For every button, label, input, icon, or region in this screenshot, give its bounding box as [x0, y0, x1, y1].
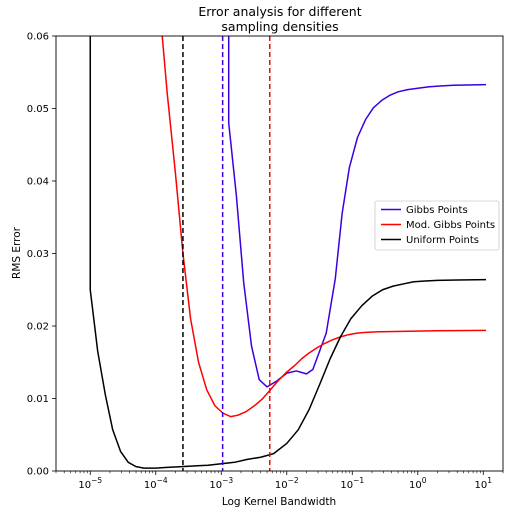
- y-tick-label-4: 0.04: [27, 177, 49, 188]
- x-tick-label-4: 10−1: [340, 476, 364, 491]
- legend: Gibbs Points Mod. Gibbs Points Uniform P…: [374, 200, 500, 251]
- x-axis-label: Log Kernel Bandwidth: [222, 496, 336, 508]
- x-axis: 10−5 10−4 10−3 10−2 10−1 100 101: [55, 471, 504, 491]
- legend-box: [374, 200, 500, 251]
- y-tick-label-6: 0.06: [27, 32, 49, 43]
- y-tick-label-1: 0.01: [27, 394, 49, 405]
- y-tick-label-2: 0.02: [27, 322, 49, 333]
- x-tick-label-6: 101: [475, 476, 493, 491]
- series-line-2: [89, 36, 486, 469]
- legend-label-gibbs: Gibbs Points: [406, 205, 468, 216]
- x-tick-label-3: 10−2: [275, 476, 299, 491]
- series-line-1: [161, 36, 486, 418]
- x-tick-label-1: 10−4: [144, 476, 168, 491]
- legend-label-uniform: Uniform Points: [406, 235, 479, 246]
- y-axis: 0.00 0.01 0.02 0.03 0.04 0.05 0.06: [27, 32, 56, 478]
- series-layer: [89, 36, 487, 469]
- chart-title-line-1: Error analysis for different: [198, 4, 361, 19]
- x-tick-label-5: 100: [409, 476, 427, 491]
- y-tick-label-5: 0.05: [27, 104, 49, 115]
- legend-label-mod-gibbs: Mod. Gibbs Points: [406, 220, 495, 231]
- chart-title-line-2: sampling densities: [221, 19, 338, 34]
- y-tick-label-3: 0.03: [27, 249, 49, 260]
- series-line-0: [227, 36, 487, 388]
- plot-frame: [55, 35, 504, 472]
- y-tick-label-0: 0.00: [27, 467, 49, 478]
- x-tick-label-0: 10−5: [78, 476, 102, 491]
- vline-layer: [182, 36, 271, 471]
- x-tick-label-2: 10−3: [209, 476, 233, 491]
- y-axis-label: RMS Error: [11, 226, 23, 279]
